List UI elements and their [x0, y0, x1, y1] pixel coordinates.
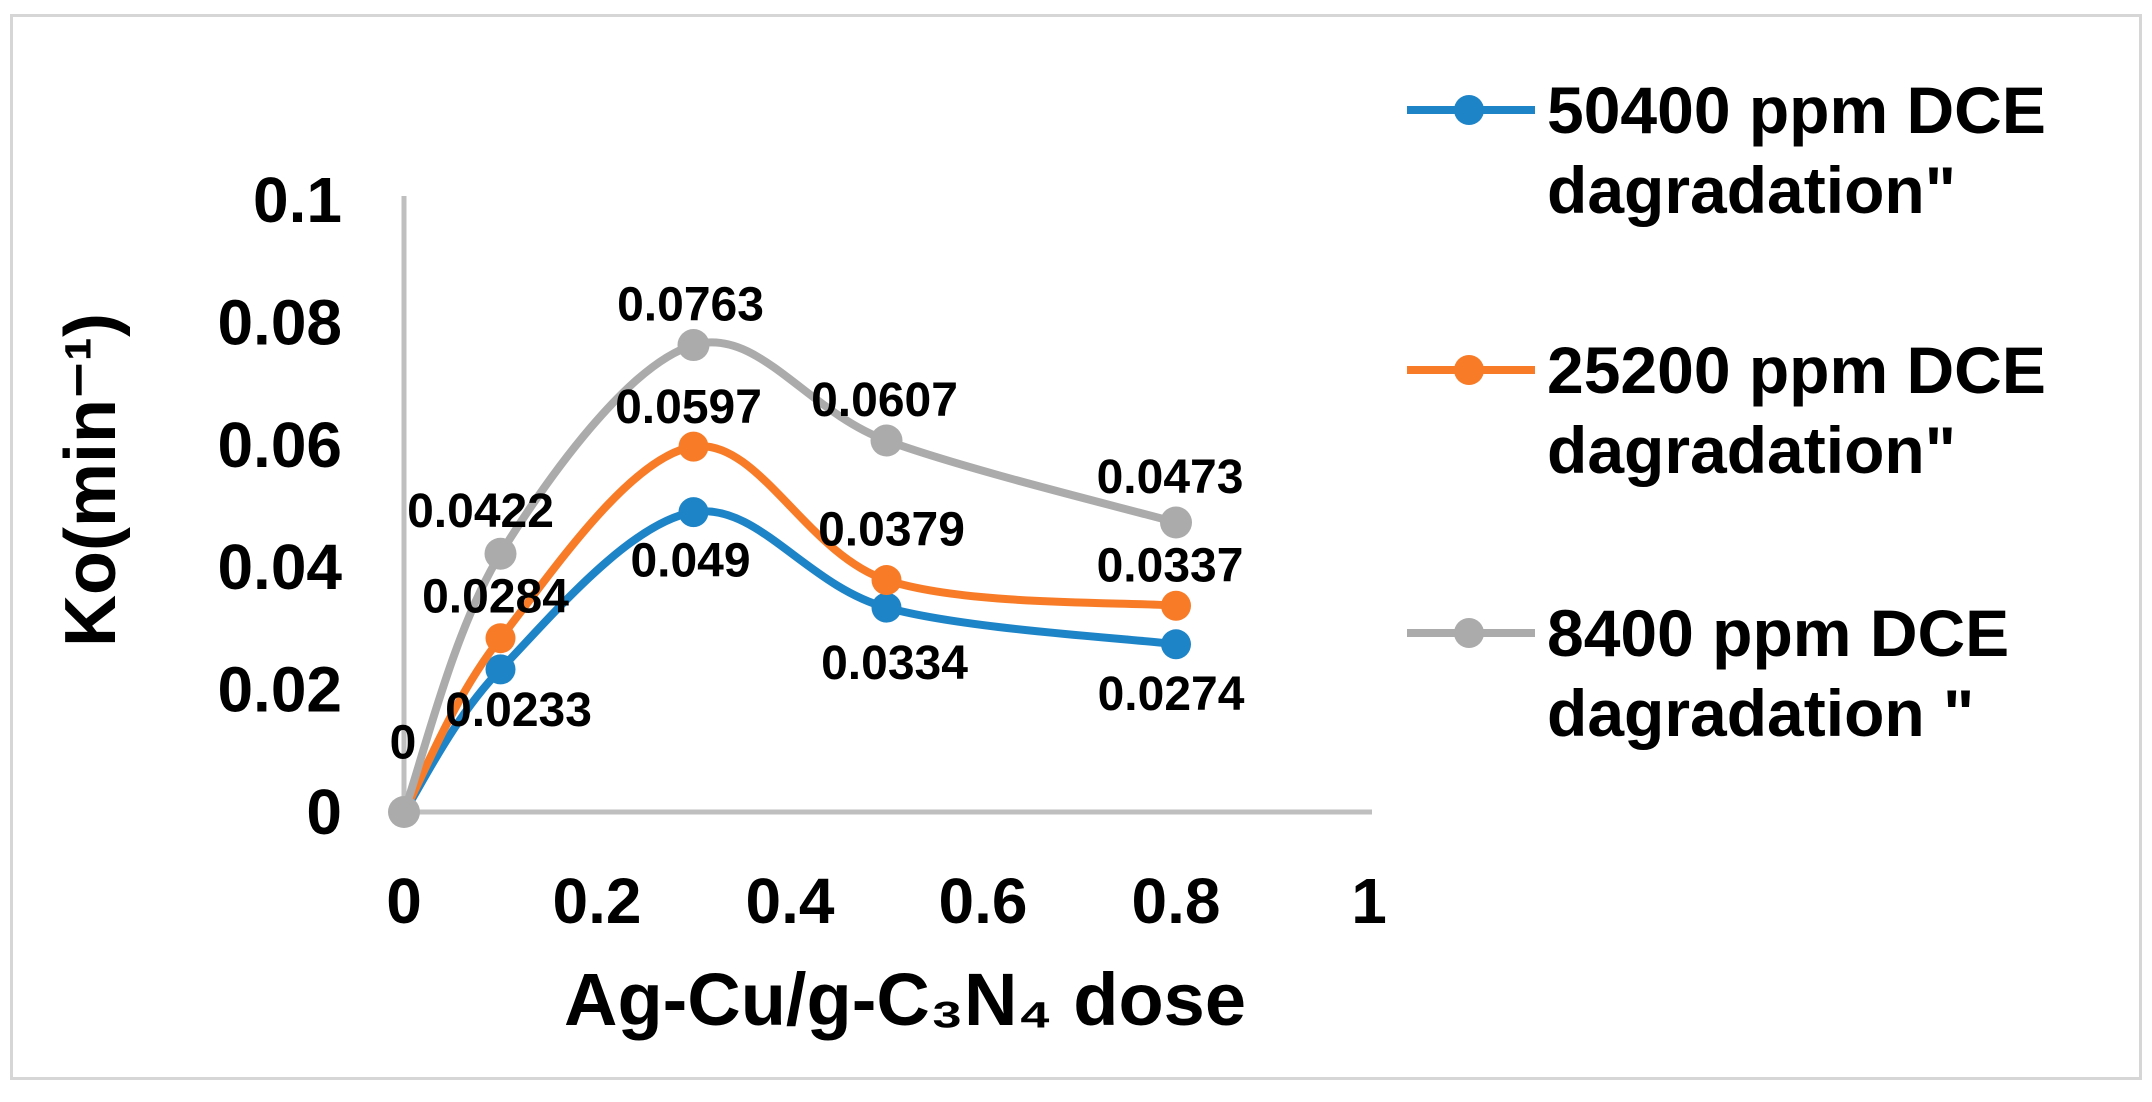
series-layer [388, 329, 1192, 828]
data-point-marker [1161, 629, 1191, 660]
x-tick-label: 0.6 [939, 865, 1028, 937]
data-point-marker [678, 431, 709, 462]
y-tick-label: 0.08 [217, 286, 342, 358]
legend-marker-icon [1407, 95, 1535, 125]
legend-dot [1454, 618, 1484, 648]
data-point-marker [484, 537, 517, 570]
legend-item: 50400 ppm DCE dagradation" [1405, 70, 2127, 230]
data-point-marker [870, 424, 903, 457]
data-point-marker [678, 497, 709, 528]
data-point-marker [485, 654, 516, 685]
series-line [400, 507, 1180, 816]
y-tick-label: 0.02 [217, 654, 342, 726]
legend-dot [1454, 95, 1484, 125]
data-labels-layer: 0.0233 0.049 0.0334 0.0274 0.0284 0.0597 0.037… [390, 279, 1245, 770]
x-tick-label: 0 [386, 865, 422, 937]
data-label: 0.0337 [1097, 539, 1244, 592]
data-label: 0.049 [630, 535, 750, 588]
x-tick-label: 0.2 [553, 865, 642, 937]
legend-label: 50400 ppm DCE dagradation" [1547, 73, 2046, 227]
series-2 [388, 329, 1192, 828]
data-label: 0.0334 [821, 637, 968, 690]
legend-dot [1454, 355, 1484, 385]
data-label: 0.0274 [1098, 668, 1245, 721]
legend-label: 25200 ppm DCE dagradation" [1547, 333, 2046, 487]
x-tick-label: 1 [1351, 865, 1387, 937]
data-point-marker [485, 623, 516, 654]
y-axis-title: Ko(min⁻¹) [51, 313, 131, 647]
data-point-marker [1160, 506, 1192, 539]
data-label: 0.0422 [407, 485, 554, 538]
x-tick-label: 0.4 [746, 865, 835, 937]
legend-item: 8400 ppm DCE dagradation " [1405, 593, 2127, 753]
data-label: 0 [390, 717, 417, 770]
x-tick-label: 0.8 [1132, 865, 1221, 937]
data-point-marker [677, 329, 710, 362]
data-point-marker [1161, 590, 1191, 621]
y-tick-label: 0 [306, 776, 342, 848]
data-point-marker [871, 565, 902, 596]
legend-label: 8400 ppm DCE dagradation " [1547, 596, 2010, 750]
data-label: 0.0233 [445, 684, 592, 737]
data-point-marker [388, 796, 420, 828]
axes-layer [401, 196, 1372, 815]
legend-item: 25200 ppm DCE dagradation" [1405, 330, 2127, 490]
data-label: 0.0597 [615, 381, 762, 434]
data-label: 0.0607 [811, 374, 958, 427]
x-axis-title: Ag-Cu/g-C₃N₄ dose [564, 958, 1246, 1041]
legend-marker-icon [1407, 355, 1535, 385]
legend: 50400 ppm DCE dagradation" 25200 ppm DCE … [1405, 0, 2135, 1102]
y-tick-label: 0.04 [217, 531, 342, 603]
y-tick-label: 0.06 [217, 409, 342, 481]
data-label: 0.0379 [818, 504, 965, 557]
data-label: 0.0473 [1097, 451, 1244, 504]
y-tick-label: 0.1 [253, 164, 342, 236]
ticks-layer: 0 0.02 0.04 0.06 0.08 0.1 0 0.2 0.4 0.6 0.8 1 [217, 164, 1386, 937]
legend-marker-icon [1407, 618, 1535, 648]
data-label: 0.0284 [422, 571, 569, 624]
data-point-marker [871, 592, 902, 623]
data-label: 0.0763 [617, 279, 764, 332]
